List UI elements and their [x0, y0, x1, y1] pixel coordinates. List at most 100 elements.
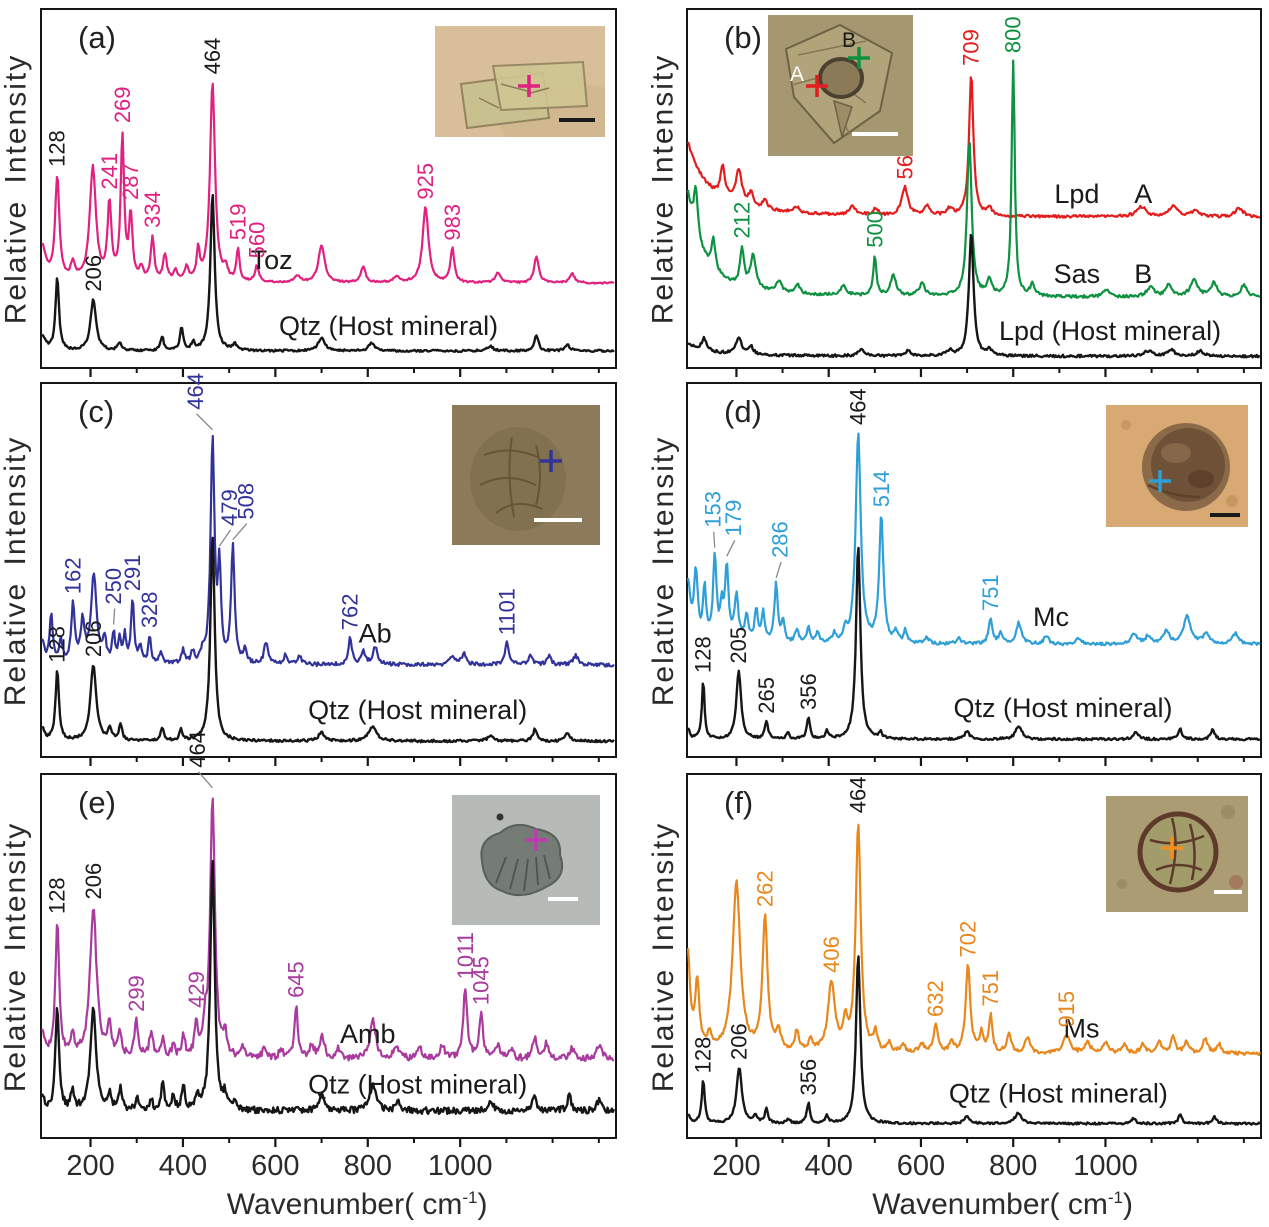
spectrum-curve-qtzhostmineral [686, 546, 1261, 742]
spectrum-curve-sas [686, 59, 1261, 299]
panel-letter-d: (d) [724, 394, 762, 429]
peak-label: 915 [1054, 991, 1079, 1028]
peak-label-leader [196, 413, 213, 431]
peak-label: 464 [200, 38, 225, 75]
scale-bar [1210, 513, 1240, 517]
x-tick-label: 200 [712, 1150, 761, 1182]
crystal-tail [832, 99, 853, 140]
peak-label: 500 [862, 211, 887, 248]
panel-letter-c: (c) [78, 394, 115, 429]
series-spot-label: A [1134, 179, 1152, 209]
spot-label-b: B [842, 29, 856, 52]
x-axis-title-close: ) [1122, 1188, 1133, 1221]
peak-label: 206 [81, 863, 106, 900]
analysis-cross-icon [525, 829, 547, 851]
inclusion-texture [495, 854, 551, 892]
peak-label: 632 [923, 980, 948, 1017]
fracture-lines [1147, 483, 1201, 499]
peak-label-leader [232, 523, 248, 541]
peak-label-leader [198, 771, 214, 789]
inclusion-texture [1161, 443, 1191, 463]
x-tick-label: 600 [896, 1150, 946, 1182]
series-label: Amb [340, 1019, 396, 1049]
analysis-cross-icon [1149, 470, 1171, 492]
inset-micrograph-b: A B [768, 15, 913, 156]
series-label: Qtz (Host mineral) [949, 1079, 1168, 1109]
peak-label: 269 [110, 86, 135, 123]
peak-label: 406 [819, 936, 844, 973]
spectrum-curve-qtzhostmineral [40, 859, 616, 1115]
peak-label: 560 [244, 222, 269, 259]
peak-label-leader [775, 561, 782, 579]
series-label: Ms [1063, 1013, 1099, 1043]
micrograph-speck [1229, 875, 1243, 889]
micrograph-speck [496, 813, 504, 821]
peak-label: 291 [120, 555, 145, 592]
analysis-cross-b-icon [848, 47, 870, 69]
peak-label: 800 [1001, 16, 1026, 53]
x-axis-title-right: Wavenumber( cm-1) [872, 1188, 1133, 1222]
peak-label: 1045 [468, 956, 493, 1005]
spectrum-curve-toz [41, 82, 615, 285]
peak-label: 128 [691, 1037, 716, 1074]
peak-label: 709 [959, 29, 984, 66]
peak-label: 287 [118, 163, 143, 200]
peak-label: 464 [183, 373, 208, 410]
spectrum-curve-lpd [687, 76, 1261, 219]
peak-label: 328 [137, 591, 162, 628]
peak-label: 464 [185, 731, 210, 768]
inclusion-body [1137, 811, 1219, 893]
x-axis-title-sup: -1 [1107, 1188, 1123, 1207]
peak-label-leader [713, 531, 716, 548]
x-axis-title-close: ) [477, 1188, 488, 1221]
y-axis-label-c: Relative Intensity [0, 435, 32, 707]
peak-label: 179 [721, 500, 746, 537]
peak-label: 206 [81, 620, 106, 657]
panel-letter-f: (f) [724, 785, 754, 820]
x-tick-label: 800 [343, 1150, 392, 1182]
peak-label: 762 [338, 593, 363, 630]
spectrum-curve-qtzhostmineral [41, 536, 615, 744]
y-axis-label-b: Relative Intensity [646, 53, 680, 325]
panel-d: Mc Qtz (Host mineral) 153 179 286 464 514 751 12… [686, 382, 1262, 766]
peak-label-leader [726, 540, 736, 557]
peak-label: 265 [754, 677, 779, 714]
peak-label: 751 [978, 970, 1003, 1007]
peak-label: 1101 [494, 588, 519, 635]
peak-label: 262 [753, 870, 778, 907]
x-tick-label: 800 [989, 1150, 1038, 1182]
panel-letter-e: (e) [78, 785, 116, 820]
series-label: Lpd [1054, 179, 1099, 209]
raman-chart-f: Ms Qtz (Host mineral) 262 406 464 632 702 751 91… [686, 777, 1262, 1147]
panel-letter-b: (b) [724, 20, 762, 55]
peak-label: 241 [97, 153, 122, 190]
peak-label: 925 [413, 163, 438, 200]
micrograph-speck [1221, 805, 1235, 819]
spectrum-curve-amb [41, 797, 615, 1062]
series-spot-label: B [1134, 259, 1152, 289]
x-tick-label: 1000 [427, 1150, 493, 1182]
panel-b: Lpd A Sas B Lpd (Host mineral) 565 709 212 500 80… [686, 8, 1262, 377]
series-label: Qtz (Host mineral) [308, 695, 527, 725]
panel-letter-a: (a) [78, 20, 116, 55]
x-axis-title-text: Wavenumber( cm [226, 1188, 463, 1221]
peak-label: 751 [978, 574, 1003, 611]
spectrum-curve-mc [686, 432, 1261, 647]
scale-bar [852, 132, 898, 136]
scale-bar [534, 518, 582, 522]
x-axis-title-left: Wavenumber( cm-1) [227, 1188, 488, 1222]
peak-label: 299 [124, 975, 149, 1012]
y-axis-label-e: Relative Intensity [0, 821, 32, 1093]
peak-label: 356 [796, 1059, 821, 1096]
series-label: Sas [1054, 259, 1101, 289]
analysis-cross-icon [540, 450, 562, 472]
fracture-lines [1149, 817, 1205, 885]
series-label: Ab [359, 619, 392, 649]
panel-a: Toz Qtz (Host mineral) 128 206 241 269 287 334 4… [40, 8, 617, 377]
series-label: Qtz (Host mineral) [308, 1070, 527, 1100]
peak-label: 128 [45, 877, 70, 914]
